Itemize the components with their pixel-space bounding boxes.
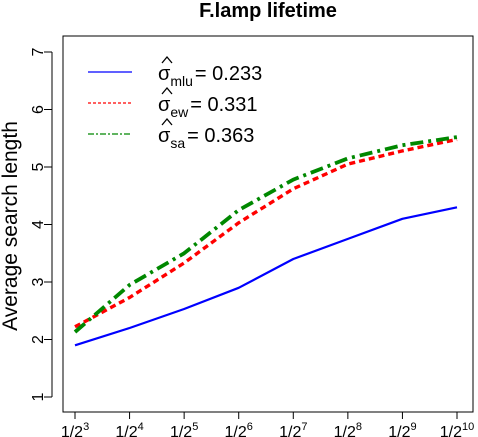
legend-label-ew: σew = 0.331: [158, 94, 258, 120]
y-tick-label: 1: [30, 392, 47, 401]
y-axis: 1 2 3 4 5 6 7: [30, 47, 53, 401]
legend-sigma: σ: [158, 63, 171, 85]
x-tick-exponent: 3: [83, 421, 89, 433]
x-tick-label: 1/26: [225, 421, 253, 437]
x-tick-label: 1/23: [61, 421, 89, 437]
x-tick-base: 1/2: [279, 424, 301, 437]
legend-subscript: sa: [170, 135, 185, 151]
plot-frame: [62, 35, 474, 413]
x-tick-exponent: 9: [410, 421, 416, 433]
legend-value: = 0.331: [190, 94, 257, 116]
y-tick-label: 2: [30, 335, 47, 344]
x-axis: 1/23 1/24 1/25 1/26 1/27 1/28 1/29 1/210: [61, 411, 475, 437]
y-axis-label: Average search length: [0, 121, 22, 331]
y-tick-label: 5: [30, 162, 47, 171]
x-tick-label: 1/28: [334, 421, 362, 437]
x-tick-base: 1/2: [225, 424, 247, 437]
legend-value: = 0.363: [187, 125, 254, 147]
y-tick-label: 3: [30, 277, 47, 286]
series-line-sa: [73, 135, 458, 334]
legend-sigma: σ: [158, 94, 171, 116]
x-tick-exponent: 7: [301, 421, 307, 433]
legend-label-sa: σsa = 0.363: [158, 125, 254, 151]
x-tick-base: 1/2: [388, 424, 410, 437]
x-tick-base: 1/2: [170, 424, 192, 437]
legend-hat-mark: [161, 55, 173, 64]
series-line-mlu: [74, 206, 458, 347]
x-tick-base: 1/2: [440, 424, 462, 437]
x-tick-exponent: 4: [138, 421, 144, 433]
y-tick-label: 6: [30, 105, 47, 114]
x-tick-label: 1/27: [279, 421, 307, 437]
x-tick-label: 1/210: [440, 421, 475, 437]
series-line-ew: [74, 137, 458, 329]
y-tick-label: 7: [30, 47, 47, 56]
x-tick-label: 1/29: [388, 421, 416, 437]
x-tick-exponent: 8: [356, 421, 362, 433]
x-tick-label: 1/24: [115, 421, 143, 437]
x-tick-exponent: 5: [192, 421, 198, 433]
x-tick-exponent: 10: [462, 421, 474, 433]
legend-label-mlu: σmlu = 0.233: [158, 63, 262, 89]
x-tick-exponent: 6: [247, 421, 253, 433]
x-tick-base: 1/2: [61, 424, 83, 437]
legend-subscript: mlu: [170, 73, 193, 89]
y-tick-label: 4: [30, 220, 47, 229]
x-tick-base: 1/2: [334, 424, 356, 437]
x-tick-label: 1/25: [170, 421, 198, 437]
legend-subscript: ew: [170, 104, 189, 120]
legend-sigma: σ: [158, 125, 171, 147]
legend-hat-mark: [161, 86, 173, 95]
legend-hat-mark: [161, 117, 173, 126]
legend-value: = 0.233: [195, 63, 262, 85]
series-lines: [73, 135, 458, 347]
x-tick-base: 1/2: [115, 424, 137, 437]
chart-title: F.lamp lifetime: [199, 0, 337, 22]
